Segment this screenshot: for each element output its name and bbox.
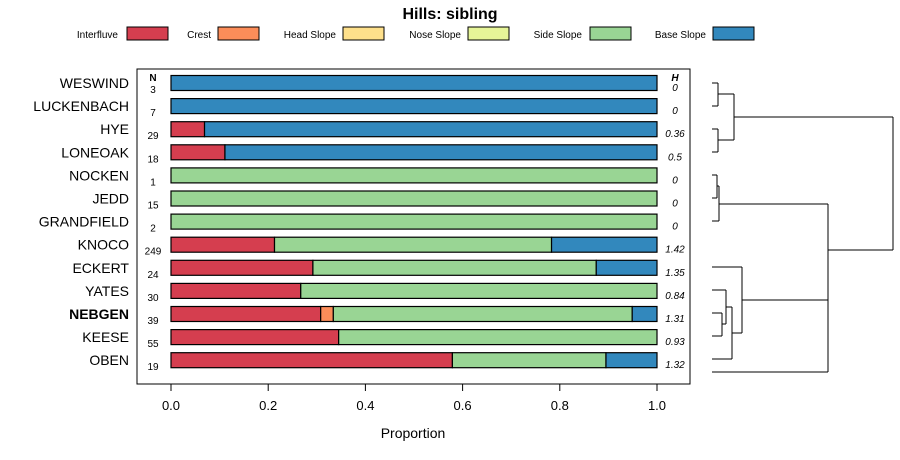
x-tick-label-1: 0.2 [259,398,277,413]
legend-label-3: Nose Slope [409,30,461,41]
row-label-2: HYE [100,121,129,137]
x-tick-label-0: 0.0 [162,398,180,413]
bar-segment-2-0 [170,121,206,138]
legend-swatch-1 [217,26,260,41]
n-header: N [149,73,156,84]
legend-label-1: Crest [187,30,211,41]
x-tick-label-5: 1.0 [648,398,666,413]
row-label-1: LUCKENBACH [33,98,129,114]
row-h-9: 0.84 [665,291,685,302]
bar-segment-4-4 [170,167,658,184]
bar-segment-8-4 [312,259,597,276]
row-h-10: 1.31 [665,314,684,325]
row-n-12: 19 [147,362,159,373]
row-h-3: 0.5 [668,152,682,163]
row-label-11: KEESE [82,329,129,345]
row-label-8: ECKERT [72,260,129,276]
plot-frame [136,68,691,385]
x-tick-label-4: 0.8 [551,398,569,413]
bar-segment-2-5 [203,121,658,138]
x-axis-title: Proportion [381,425,446,441]
bar-segment-3-5 [224,144,658,161]
bar-segment-12-0 [170,352,453,369]
row-label-0: WESWIND [60,75,129,91]
legend-swatch-0 [126,26,169,41]
dendrogram [712,82,894,373]
bar-segment-9-4 [300,282,658,299]
bar-segment-8-5 [595,259,658,276]
bar-segment-0-5 [170,74,658,92]
row-h-0: 0 [672,83,678,94]
row-h-8: 1.35 [665,268,685,279]
bar-segment-1-5 [170,97,658,115]
row-label-6: GRANDFIELD [39,214,129,230]
legend: Interfluve Crest Head Slope Nose Slope Side … [77,26,755,41]
row-n-1: 7 [150,108,156,119]
legend-swatch-4 [589,26,632,41]
row-h-5: 0 [672,199,678,210]
row-h-6: 0 [672,222,678,233]
row-n-4: 1 [150,177,156,188]
bar-segment-10-5 [631,305,658,323]
bar-segment-3-0 [170,144,226,161]
bar-segment-5-4 [170,190,658,207]
bar-segment-11-0 [170,329,340,346]
bar-segment-9-0 [170,282,302,299]
row-n-3: 18 [147,154,159,165]
row-label-3: LONEOAK [61,144,129,160]
row-n-5: 15 [147,201,159,212]
bar-segment-8-0 [170,259,314,276]
row-label-4: NOCKEN [69,167,129,183]
row-n-9: 30 [147,293,159,304]
row-n-7: 249 [145,247,162,258]
bar-segment-10-0 [170,305,322,323]
x-tick-label-2: 0.4 [356,398,374,413]
row-label-10: NEBGEN [69,306,129,322]
row-n-11: 55 [147,339,159,350]
legend-label-5: Base Slope [655,30,707,41]
row-h-11: 0.93 [665,337,685,348]
row-label-5: JEDD [92,191,129,207]
bar-segment-7-5 [550,236,658,253]
legend-label-0: Interfluve [77,30,119,41]
bar-segment-7-4 [273,236,553,253]
legend-swatch-3 [467,26,510,41]
bar-segment-7-0 [170,236,276,253]
legend-swatch-2 [342,26,385,41]
row-n-10: 39 [147,316,159,327]
x-axis: 0.0 0.2 0.4 0.6 0.8 1.0 [162,384,666,413]
h-header: H [671,73,679,84]
row-n-2: 29 [147,131,159,142]
row-label-7: KNOCO [78,237,129,253]
row-h-2: 0.36 [665,129,685,140]
bar-segment-10-4 [332,305,633,323]
bar-segment-12-4 [451,352,607,369]
row-h-1: 0 [672,106,678,117]
row-n-0: 3 [150,85,156,96]
bar-segment-12-5 [605,352,658,369]
row-h-4: 0 [672,175,678,186]
chart-title: Hills: sibling [402,6,497,23]
row-h-12: 1.32 [665,360,685,371]
row-n-6: 2 [150,224,156,235]
row-label-9: YATES [85,283,129,299]
legend-label-4: Side Slope [534,30,583,41]
row-n-8: 24 [147,270,159,281]
bar-segment-10-1 [320,305,334,323]
row-label-12: OBEN [89,352,129,368]
bar-segment-11-4 [338,329,658,346]
legend-label-2: Head Slope [284,30,337,41]
legend-swatch-5 [712,26,755,41]
x-tick-label-3: 0.6 [454,398,472,413]
row-h-7: 1.42 [665,245,685,256]
bar-segment-6-4 [170,213,658,230]
